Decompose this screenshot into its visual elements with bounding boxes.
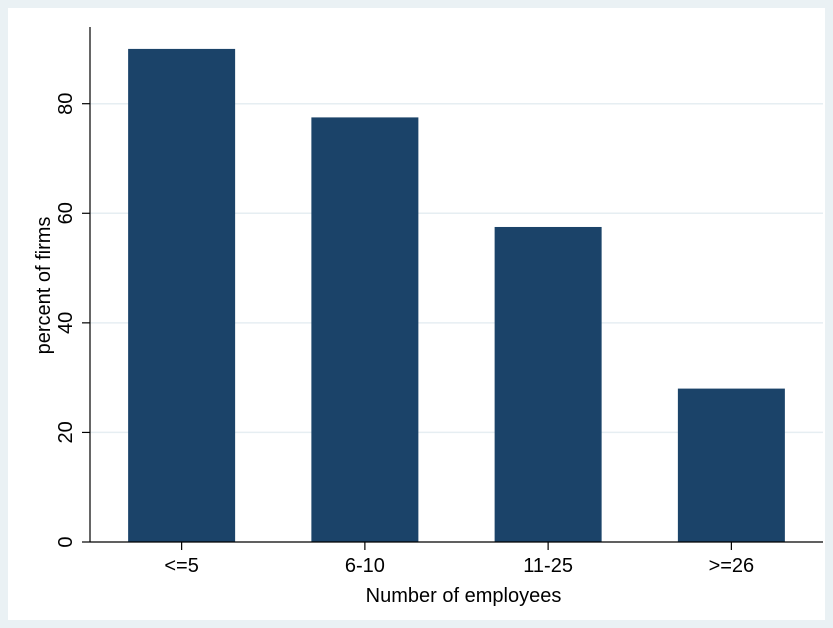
- x-tick-label: <=5: [164, 555, 198, 577]
- y-tick-label: 20: [55, 421, 77, 443]
- bar-4: [677, 388, 785, 542]
- x-tick-label: >=26: [709, 555, 755, 577]
- bars: [128, 48, 785, 543]
- bar-1: [128, 48, 236, 543]
- y-tick-label: 60: [55, 202, 77, 224]
- y-tick-label: 40: [55, 312, 77, 334]
- y-tick-label: 0: [55, 536, 77, 547]
- x-axis-title: Number of employees: [366, 585, 562, 607]
- bar-3: [494, 226, 602, 543]
- axes: [89, 27, 823, 543]
- y-tick-label: 80: [55, 93, 77, 115]
- y-axis-title: percent of firms: [33, 217, 55, 355]
- y-axis-ticks: 0 20 40 60 80: [55, 93, 90, 548]
- x-tick-label: 11-25: [523, 555, 573, 577]
- bar-2: [311, 117, 419, 543]
- x-axis-ticks: <=5 6-10 11-25 >=26: [164, 542, 754, 577]
- x-tick-label: 6-10: [345, 555, 385, 577]
